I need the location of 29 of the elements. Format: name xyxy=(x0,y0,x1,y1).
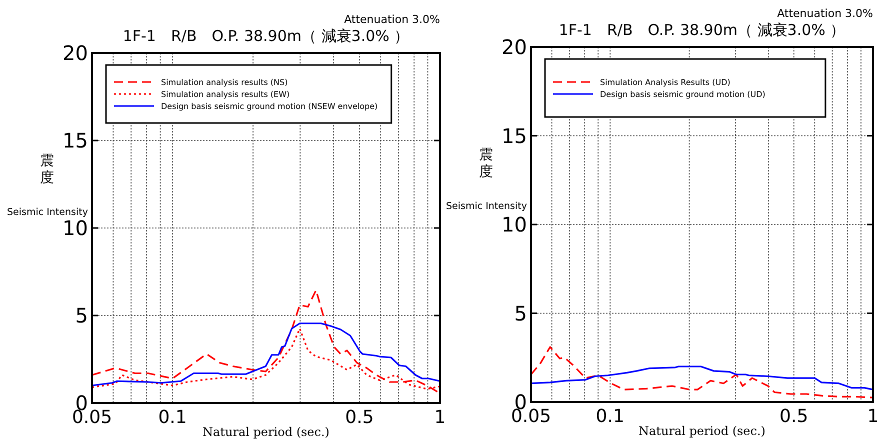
chart-title: 1F-1 R/B O.P. 38.90m（ 減衰3.0% ） xyxy=(122,27,410,45)
y-tick-label: 5 xyxy=(75,304,88,328)
legend-label: Simulation analysis results (NS) xyxy=(161,78,288,87)
text: Seismic Intensity xyxy=(7,207,88,218)
x-tick-label: 0.1 xyxy=(158,407,187,428)
x-tick-label: 0.1 xyxy=(596,406,624,427)
y-axis-title: 震度 xyxy=(479,147,493,180)
legend-label: Design basis seismic ground motion (NSEW envelope) xyxy=(161,102,378,111)
x-axis-title: Natural period (sec.) xyxy=(202,425,330,439)
y-axis-title: 震度 xyxy=(40,153,54,186)
y-tick-label: 20 xyxy=(62,41,88,65)
legend-label: Design basis seismic ground motion (UD) xyxy=(600,90,766,99)
chart-title: 1F-1 R/B O.P. 38.90m（ 減衰3.0% ） xyxy=(558,21,846,39)
x-tick-label: 1 xyxy=(434,407,446,428)
x-tick-label: 0.5 xyxy=(780,406,808,427)
y-tick-label: 15 xyxy=(62,128,88,152)
y-tick-label: 5 xyxy=(514,301,527,326)
y-tick-label: 10 xyxy=(62,216,88,240)
legend-label: Simulation Analysis Results (UD) xyxy=(600,78,730,87)
legend-label: Simulation analysis results (EW) xyxy=(161,90,290,99)
y-tick-label: 15 xyxy=(502,124,527,148)
x-axis-title: Natural period (sec.) xyxy=(638,424,766,438)
x-tick-label: 0.5 xyxy=(345,407,374,428)
y-tick-label: 20 xyxy=(502,35,527,59)
y-tick-label: 10 xyxy=(502,212,527,236)
text: Seismic Intensity xyxy=(446,201,528,212)
x-tick-label: 1 xyxy=(867,406,879,427)
chart-subtitle: Attenuation 3.0% xyxy=(344,13,440,26)
chart-subtitle: Attenuation 3.0% xyxy=(777,7,873,20)
